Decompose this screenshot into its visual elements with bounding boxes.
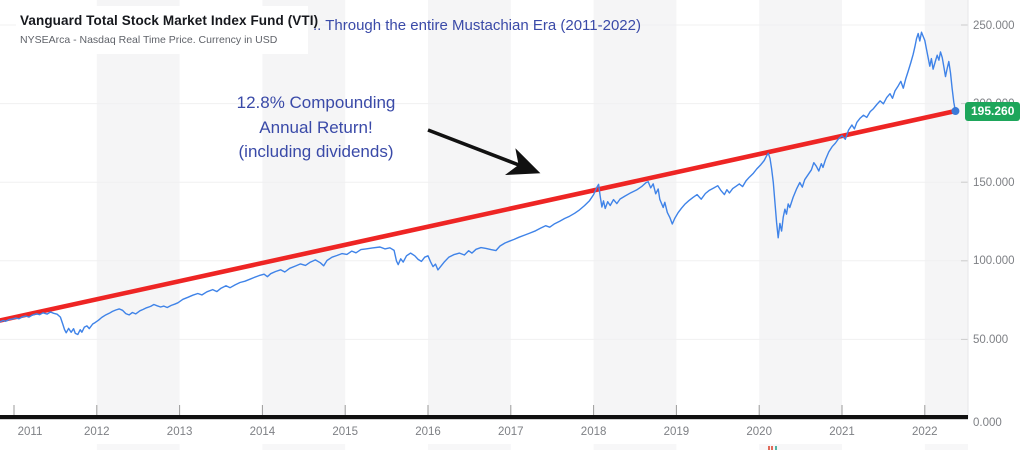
title-card: Vanguard Total Stock Market Index Fund (… [16,6,318,54]
x-axis-label: 2012 [84,426,110,438]
y-axis-label: 50.000 [973,333,1009,346]
year-stripe [428,0,511,417]
year-stripe [96,0,180,417]
price-line [0,31,957,336]
bottom-pane-mark [768,446,770,450]
x-axis-label: 2022 [912,426,938,438]
bottom-pane-stripe [96,444,180,450]
bottom-pane-mark [775,446,777,450]
era-annotation: .. Through the entire Mustachian Era (20… [313,17,641,34]
bottom-pane-stripe [262,444,346,450]
year-stripe [262,0,346,417]
last-price-dot [951,107,960,116]
bottom-pane-stripe [759,444,842,450]
y-axis-label: 150.000 [973,176,1015,189]
bottom-pane-mark [771,446,773,450]
x-axis-label: 2015 [332,426,358,438]
bottom-pane-stripe [924,444,968,450]
cagr-line-2: Annual Return! [259,117,373,137]
annotation-arrow-icon [427,128,541,176]
x-axis-label: 2011 [17,426,43,438]
last-price-badge: 195.260 [965,101,1021,121]
x-axis-label: 2019 [663,426,690,438]
cagr-line-1: 12.8% Compounding [236,93,396,112]
page-title: Vanguard Total Stock Market Index Fund (… [20,13,319,28]
bottom-pane-stripe [428,444,511,450]
bottom-pane-stripe [593,444,677,450]
year-stripe [593,0,677,417]
x-axis-label: 2020 [746,426,772,438]
x-axis-label: 2017 [498,426,524,438]
x-axis-label: 2014 [249,426,276,438]
cagr-annotation: 12.8% Compounding Annual Return! (includ… [168,91,464,165]
x-axis-line [0,415,968,420]
y-axis-label: 250.000 [973,19,1015,32]
trend-line [0,108,958,323]
x-axis-label: 2013 [166,426,193,438]
chart-subtitle: NYSEArca - Nasdaq Real Time Price. Curre… [20,34,278,46]
cagr-line-3: (including dividends) [238,142,394,161]
year-stripe [759,0,842,417]
y-axis-label: 100.000 [973,255,1015,268]
y-axis-label: 0.000 [973,416,1002,429]
x-axis-label: 2018 [580,426,607,438]
x-axis-label: 2016 [415,426,441,438]
x-axis-label: 2021 [829,426,855,438]
